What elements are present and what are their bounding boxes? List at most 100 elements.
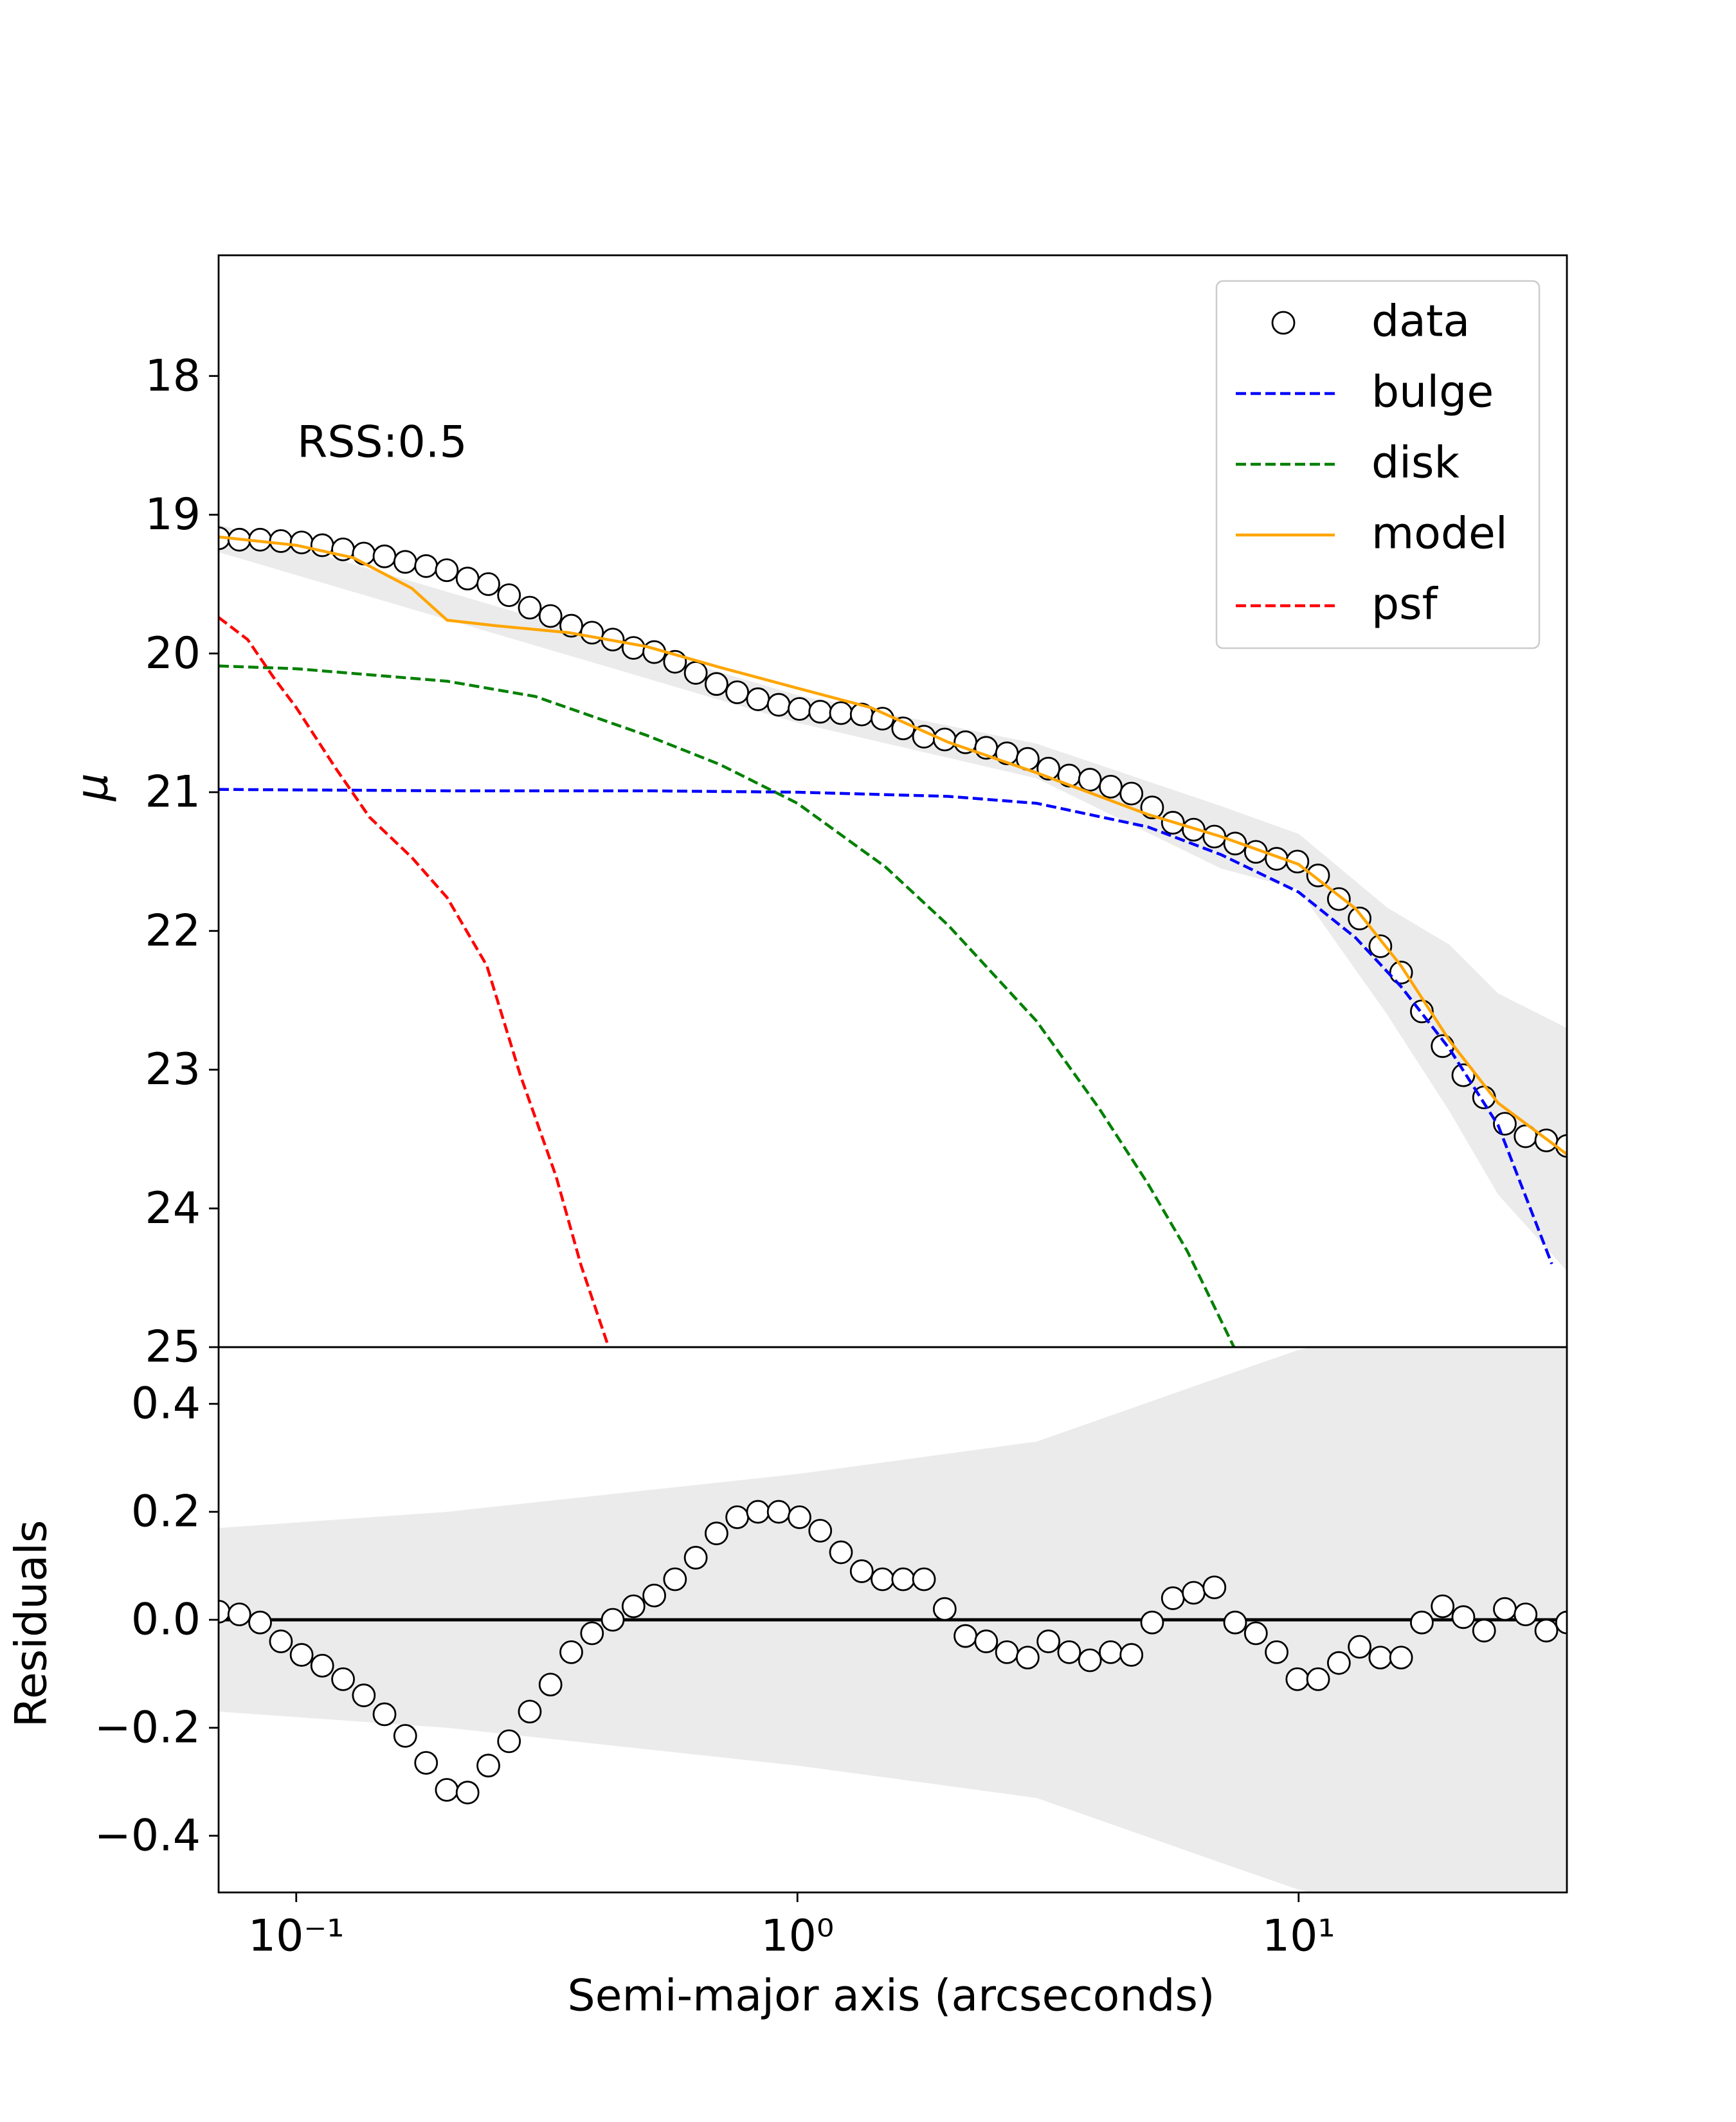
- y-axis-label: Residuals: [6, 1520, 57, 1728]
- data-point: [954, 1624, 977, 1648]
- data-point: [497, 583, 521, 608]
- data-point: [1306, 864, 1330, 887]
- data-point: [1078, 768, 1102, 792]
- data-point: [1389, 961, 1413, 984]
- data-point: [642, 1583, 666, 1608]
- y-tick-label: 0.0: [131, 1595, 201, 1646]
- data-point: [621, 1594, 646, 1619]
- y-tick-label: 25: [145, 1322, 201, 1373]
- x-axis-label: Semi-major axis (arcseconds): [567, 1971, 1215, 2022]
- data-point: [372, 544, 397, 568]
- data-point: [372, 1702, 397, 1727]
- data-point: [766, 693, 791, 717]
- data-point: [414, 554, 439, 578]
- data-point: [435, 558, 459, 583]
- data-point: [269, 529, 293, 553]
- data-point: [871, 1567, 894, 1592]
- data-point: [1202, 1575, 1227, 1600]
- y-tick-label: 24: [145, 1183, 201, 1234]
- data-point: [1431, 1594, 1455, 1619]
- data-point: [788, 697, 811, 721]
- x-tick-label: 10⁻¹: [248, 1911, 345, 1962]
- data-point: [704, 672, 728, 696]
- y-tick-label: 23: [145, 1044, 201, 1095]
- x-tick-label: 10¹: [1262, 1911, 1335, 1962]
- data-point: [683, 661, 708, 685]
- data-point: [1057, 1640, 1081, 1664]
- y-tick-label: −0.4: [95, 1810, 201, 1861]
- data-point: [829, 1540, 853, 1564]
- axes: 18 19 20 21 22 23 24 25 data bulge disk model psf −0.…: [95, 254, 1568, 1962]
- data-point: [808, 1519, 833, 1543]
- data-point: [455, 1781, 480, 1805]
- data-point: [1514, 1602, 1538, 1627]
- series-line: [219, 788, 1553, 1265]
- data-point: [1534, 1619, 1559, 1643]
- data-point: [1389, 1646, 1413, 1670]
- legend-box: [1215, 280, 1541, 649]
- legend-label: bulge: [1371, 367, 1494, 418]
- data-point: [1493, 1597, 1517, 1621]
- data-point: [725, 1505, 750, 1529]
- data-point: [289, 1643, 314, 1667]
- data-point: [1348, 1635, 1372, 1659]
- data-point: [1555, 1610, 1567, 1635]
- data-point: [269, 1629, 293, 1653]
- data-point: [1161, 1586, 1185, 1610]
- data-point: [1472, 1619, 1496, 1643]
- y-tick-label: 18: [145, 350, 201, 401]
- legend-label: disk: [1371, 438, 1460, 489]
- data-point: [310, 1653, 334, 1678]
- data-point: [1451, 1605, 1476, 1629]
- y-tick-label: 20: [145, 628, 201, 679]
- data-point: [414, 1751, 439, 1775]
- data-point: [1078, 1648, 1102, 1673]
- data-point: [476, 1754, 500, 1778]
- data-point: [435, 1778, 459, 1802]
- data-point: [1306, 1667, 1330, 1691]
- data-point: [974, 1629, 999, 1653]
- data-point: [538, 604, 563, 628]
- data-point: [1140, 1610, 1164, 1635]
- data-point: [393, 550, 417, 574]
- data-point: [538, 1673, 563, 1697]
- top-plot-area: [219, 524, 1567, 1347]
- data-point: [248, 1610, 272, 1635]
- legend-label: psf: [1371, 579, 1439, 630]
- data-point: [352, 1683, 376, 1707]
- y-tick-label: 22: [145, 905, 201, 956]
- annotation: RSS:0.5: [297, 417, 467, 468]
- data-point: [871, 707, 894, 731]
- legend-label: data: [1371, 296, 1470, 347]
- data-point: [683, 1546, 708, 1570]
- x-tick-label: 10⁰: [761, 1911, 834, 1962]
- data-point: [1410, 1610, 1434, 1635]
- data-point: [1202, 824, 1227, 849]
- y-tick-label: 21: [145, 767, 201, 818]
- y-axis-label: μ: [68, 773, 118, 801]
- data-point: [746, 1500, 770, 1524]
- data-point: [746, 687, 770, 711]
- data-point: [1368, 1646, 1393, 1670]
- data-point: [580, 621, 604, 645]
- series-line: [219, 664, 1236, 1347]
- data-point: [1223, 1610, 1247, 1635]
- data-point: [476, 572, 500, 596]
- data-point: [891, 1567, 916, 1592]
- data-point: [1119, 1643, 1144, 1667]
- data-point: [663, 1567, 687, 1592]
- data-point: [829, 701, 853, 725]
- data-point: [580, 1621, 604, 1646]
- data-point: [808, 700, 833, 724]
- legend-marker: [1271, 311, 1296, 335]
- data-point: [849, 1559, 874, 1583]
- data-point: [455, 567, 480, 591]
- data-point: [1223, 831, 1247, 856]
- data-point: [1182, 1581, 1206, 1605]
- data-point: [518, 1700, 542, 1724]
- data-point: [497, 1729, 521, 1754]
- data-point: [1326, 1651, 1351, 1675]
- data-point: [352, 541, 376, 566]
- data-point: [1265, 1640, 1288, 1664]
